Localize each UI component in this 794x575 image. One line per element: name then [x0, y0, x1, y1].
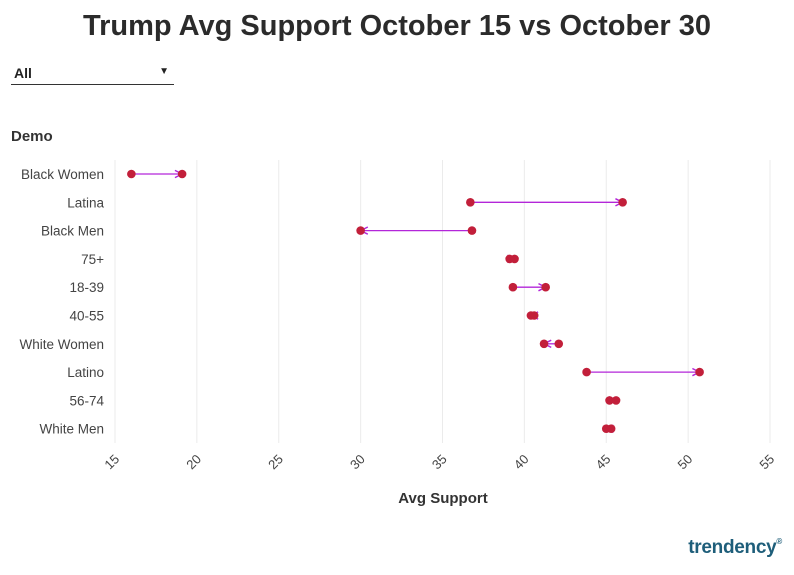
- oct15-point: [508, 282, 518, 292]
- y-category-label: White Women: [19, 337, 104, 352]
- y-category-label: 75+: [81, 252, 104, 267]
- y-category-label: Black Men: [41, 224, 104, 239]
- chevron-down-icon: ▼: [159, 66, 169, 77]
- oct30-point: [177, 169, 187, 179]
- oct30-point: [541, 282, 550, 292]
- oct15-point: [466, 198, 475, 207]
- x-tick-label: 55: [756, 451, 777, 472]
- oct30-point: [526, 311, 536, 320]
- x-tick-label: 30: [347, 451, 368, 472]
- oct30-point: [539, 339, 549, 349]
- oct15-point: [605, 396, 614, 405]
- oct30-point: [356, 226, 365, 235]
- x-tick-label: 50: [675, 451, 696, 472]
- trendency-logo: trendency®: [688, 537, 782, 558]
- x-tick-label: 40: [511, 451, 532, 472]
- y-category-label: 18-39: [69, 280, 104, 295]
- oct30-point: [611, 396, 621, 405]
- oct15-point: [554, 339, 564, 349]
- oct30-point: [618, 198, 627, 207]
- oct30-point: [510, 254, 519, 264]
- y-category-label: White Men: [39, 422, 104, 437]
- y-category-label: 56-74: [69, 393, 104, 408]
- oct15-point: [127, 169, 136, 179]
- y-category-label: Black Women: [21, 167, 104, 182]
- dropdown-selected-value: All: [14, 65, 32, 81]
- oct15-point: [582, 367, 591, 377]
- x-axis-title: Avg Support: [398, 490, 487, 507]
- x-tick-label: 20: [183, 451, 204, 472]
- x-tick-label: 45: [593, 451, 614, 472]
- y-category-label: 40-55: [69, 309, 104, 324]
- x-tick-label: 25: [265, 451, 286, 472]
- x-tick-label: 35: [429, 451, 450, 472]
- oct30-point: [695, 367, 704, 377]
- oct30-point: [601, 424, 611, 434]
- demo-filter-dropdown[interactable]: All ▼: [11, 62, 174, 85]
- y-axis-title: Demo: [11, 128, 53, 145]
- chart-title: Trump Avg Support October 15 vs October …: [83, 10, 711, 42]
- y-category-label: Latino: [67, 365, 104, 380]
- x-tick-label: 15: [101, 451, 122, 472]
- oct15-point: [467, 226, 477, 235]
- y-category-label: Latina: [67, 195, 104, 210]
